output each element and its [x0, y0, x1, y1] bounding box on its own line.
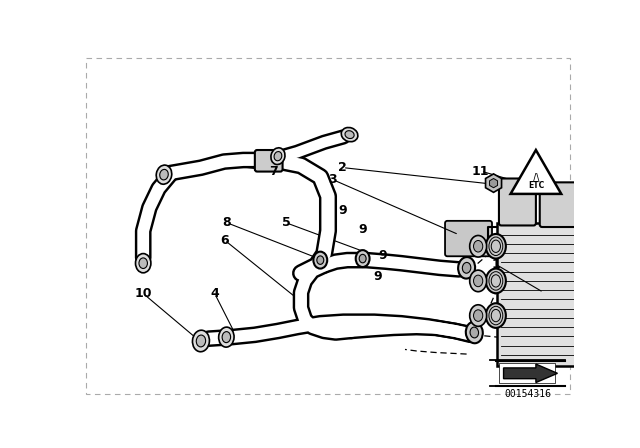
- Text: 3: 3: [328, 173, 337, 186]
- Text: 10: 10: [134, 287, 152, 300]
- Ellipse shape: [317, 256, 324, 264]
- Ellipse shape: [486, 234, 506, 258]
- Text: /\: /\: [532, 173, 539, 183]
- Text: ETC: ETC: [528, 181, 544, 190]
- Ellipse shape: [474, 275, 483, 287]
- Ellipse shape: [156, 165, 172, 184]
- Text: 11: 11: [472, 164, 490, 177]
- Polygon shape: [504, 364, 557, 383]
- Ellipse shape: [193, 330, 209, 352]
- Ellipse shape: [486, 303, 506, 328]
- Ellipse shape: [470, 236, 486, 257]
- Ellipse shape: [271, 148, 285, 164]
- FancyBboxPatch shape: [540, 182, 581, 227]
- Ellipse shape: [219, 327, 234, 347]
- Polygon shape: [511, 150, 561, 194]
- Text: 00154316: 00154316: [504, 389, 551, 399]
- Ellipse shape: [314, 252, 327, 269]
- Ellipse shape: [274, 151, 282, 161]
- Ellipse shape: [474, 310, 483, 321]
- Text: 9: 9: [373, 270, 381, 283]
- Ellipse shape: [359, 254, 366, 263]
- FancyBboxPatch shape: [592, 245, 612, 294]
- Text: 9: 9: [358, 223, 367, 236]
- Text: 5: 5: [282, 216, 291, 229]
- Ellipse shape: [160, 169, 168, 180]
- Ellipse shape: [474, 241, 483, 252]
- Ellipse shape: [466, 322, 483, 343]
- Ellipse shape: [470, 270, 486, 292]
- Text: 1: 1: [491, 258, 500, 271]
- Text: 7: 7: [269, 164, 278, 177]
- Text: 8: 8: [223, 216, 231, 229]
- Ellipse shape: [341, 128, 358, 142]
- Text: 2: 2: [339, 161, 347, 174]
- Polygon shape: [499, 363, 555, 383]
- Ellipse shape: [345, 131, 354, 138]
- Ellipse shape: [470, 327, 479, 338]
- Ellipse shape: [486, 269, 506, 293]
- FancyBboxPatch shape: [445, 221, 492, 256]
- FancyBboxPatch shape: [497, 223, 594, 366]
- Ellipse shape: [458, 257, 475, 279]
- Ellipse shape: [136, 254, 151, 273]
- Text: 4: 4: [211, 287, 219, 300]
- Ellipse shape: [470, 305, 486, 326]
- Ellipse shape: [462, 263, 471, 273]
- Text: 9: 9: [378, 249, 387, 262]
- Ellipse shape: [356, 250, 369, 267]
- Text: 9: 9: [339, 204, 347, 217]
- FancyBboxPatch shape: [499, 178, 536, 225]
- FancyBboxPatch shape: [255, 150, 283, 172]
- Ellipse shape: [222, 332, 230, 343]
- Text: 6: 6: [220, 233, 229, 246]
- Ellipse shape: [196, 335, 205, 347]
- Ellipse shape: [139, 258, 147, 268]
